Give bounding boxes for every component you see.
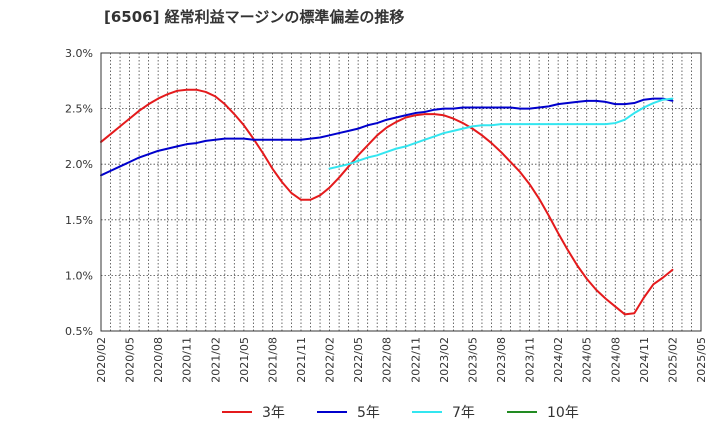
y-axis-ticks: 0.5% 1.0% 1.5% 2.0% 2.5% 3.0% xyxy=(65,47,93,338)
x-tick-label: 2020/08 xyxy=(152,337,165,383)
y-tick-label: 2.0% xyxy=(65,158,93,171)
x-tick-label: 2024/02 xyxy=(552,337,565,383)
x-tick-label: 2025/02 xyxy=(666,337,679,383)
x-tick-label: 2020/02 xyxy=(95,337,108,383)
grid xyxy=(100,52,702,332)
series-line-1 xyxy=(100,88,674,316)
x-tick-label: 2024/11 xyxy=(638,337,651,383)
legend-label: 5年 xyxy=(357,405,380,421)
x-tick-label: 2020/11 xyxy=(181,337,194,383)
x-tick-label: 2023/11 xyxy=(524,337,537,383)
chart-title: [6506] 経常利益マージンの標準偏差の推移 xyxy=(104,8,405,26)
x-tick-label: 2023/08 xyxy=(495,337,508,383)
x-tick-label: 2024/05 xyxy=(581,337,594,383)
y-tick-label: 1.5% xyxy=(65,214,93,227)
x-axis-ticks: 2020/02 2020/05 2020/08 2020/11 2021/02 2021/… xyxy=(95,337,708,383)
x-tick-label: 2021/11 xyxy=(295,337,308,383)
x-tick-label: 2022/05 xyxy=(352,337,365,383)
x-tick-label: 2021/08 xyxy=(266,337,279,383)
y-tick-label: 3.0% xyxy=(65,47,93,60)
y-tick-label: 2.5% xyxy=(65,103,93,116)
x-tick-label: 2021/02 xyxy=(209,337,222,383)
x-tick-label: 2021/05 xyxy=(238,337,251,383)
x-tick-label: 2020/05 xyxy=(124,337,137,383)
y-tick-label: 1.0% xyxy=(65,269,93,282)
x-tick-label: 2024/08 xyxy=(609,337,622,383)
legend-label: 7年 xyxy=(452,405,475,421)
x-tick-label: 2023/02 xyxy=(438,337,451,383)
x-tick-label: 2023/05 xyxy=(466,337,479,383)
x-tick-label: 2025/05 xyxy=(695,337,708,383)
series-line-2 xyxy=(100,97,674,177)
legend: 3年 5年 7年 10年 xyxy=(222,405,579,421)
x-tick-label: 2022/11 xyxy=(409,337,422,383)
legend-label: 10年 xyxy=(547,405,579,421)
y-tick-label: 0.5% xyxy=(65,325,93,338)
x-tick-label: 2022/02 xyxy=(324,337,337,383)
x-tick-label: 2022/08 xyxy=(381,337,394,383)
legend-label: 3年 xyxy=(262,405,285,421)
series-line-3 xyxy=(328,97,674,170)
plot-frame xyxy=(100,52,702,332)
series-lines xyxy=(100,88,674,316)
